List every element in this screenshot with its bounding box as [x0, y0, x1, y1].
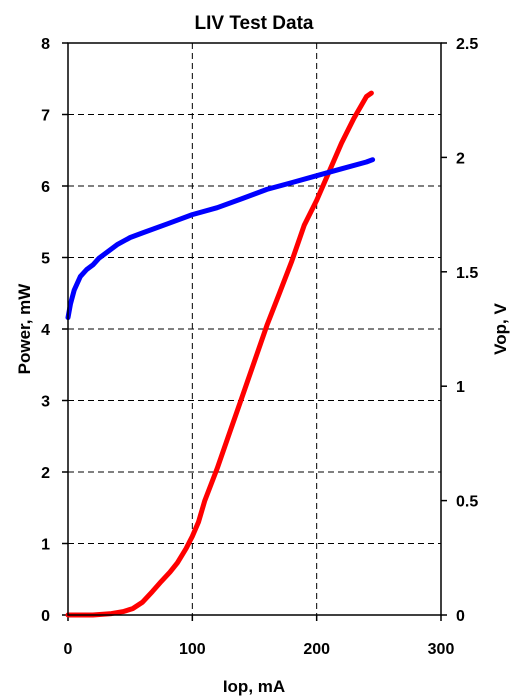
chart-title: LIV Test Data	[195, 13, 314, 34]
y-left-tick-label: 3	[41, 394, 50, 411]
vop-series-line	[65, 157, 376, 321]
y-right-tick-label: 1.5	[456, 265, 478, 282]
y-axis-left-label: Power, mW	[15, 283, 34, 375]
x-tick-label: 0	[64, 641, 73, 658]
x-axis-label: Iop, mA	[223, 677, 285, 696]
x-tick-label: 200	[303, 641, 330, 658]
y-left-tick-label: 0	[41, 608, 50, 625]
x-tick-label: 100	[179, 641, 206, 658]
y-left-tick-label: 5	[41, 251, 50, 268]
y-left-tick-label: 7	[41, 108, 50, 125]
y-right-tick-label: 2.5	[456, 36, 478, 53]
power-series-line	[65, 90, 374, 618]
y-right-tick-label: 0	[456, 608, 465, 625]
y-axis-right-label: Vop, V	[491, 303, 510, 355]
y-left-tick-label: 4	[41, 322, 50, 339]
grid-lines	[68, 43, 441, 615]
y-left-tick-label: 6	[41, 179, 50, 196]
series-group	[65, 90, 376, 618]
y-left-tick-label: 1	[41, 537, 50, 554]
plot-frame	[67, 42, 442, 616]
axis-ticks	[62, 42, 447, 621]
y-right-tick-label: 2	[456, 150, 465, 167]
y-left-tick-label: 2	[41, 465, 50, 482]
y-right-tick-label: 1	[456, 379, 465, 396]
y-left-tick-label: 8	[41, 36, 50, 53]
y-right-tick-label: 0.5	[456, 494, 478, 511]
x-tick-label: 300	[428, 641, 455, 658]
